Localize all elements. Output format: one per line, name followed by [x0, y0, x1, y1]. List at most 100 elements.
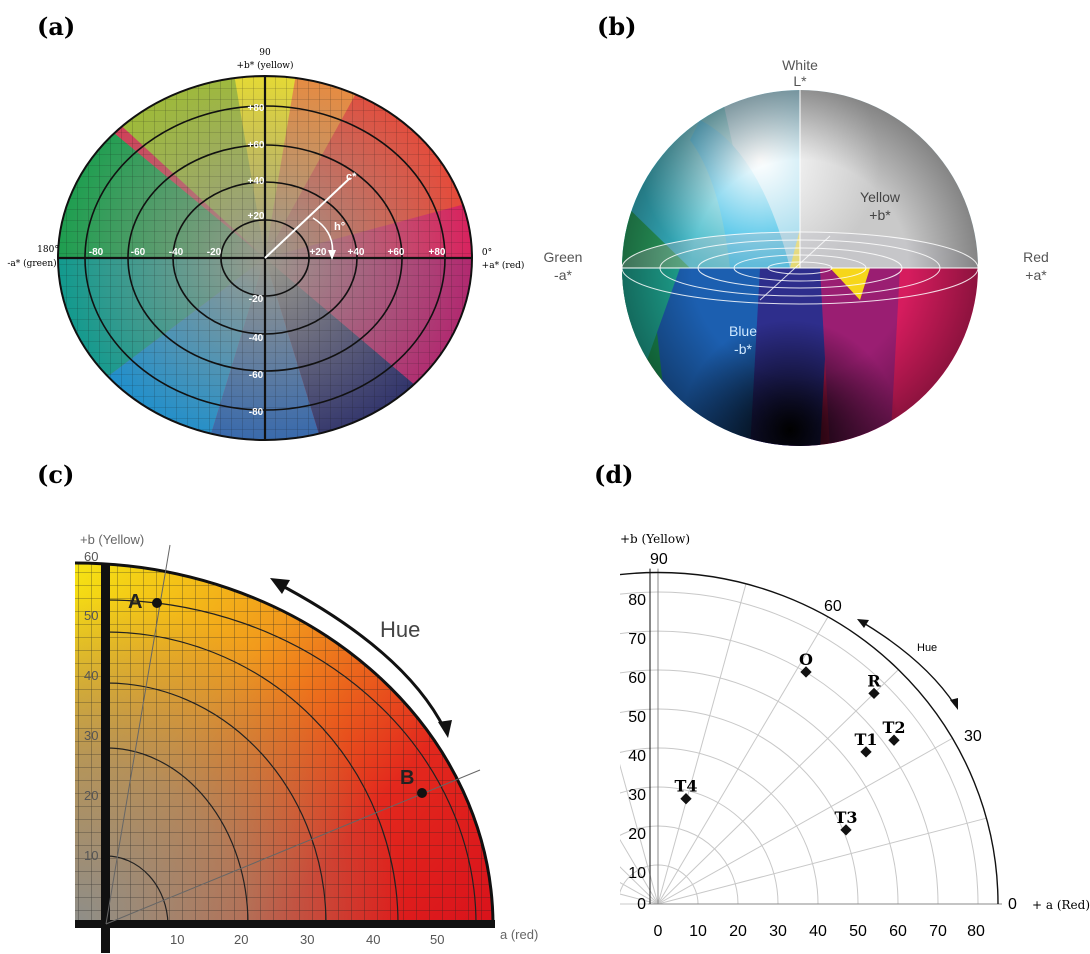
panel-d-point-label: T1 — [854, 730, 877, 749]
panel-a-a-tick: +60 — [388, 247, 405, 258]
panel-c-point-a-label: A — [128, 591, 142, 613]
panel-d-point-label: O — [799, 650, 813, 669]
panel-c-x-tick: 30 — [300, 932, 314, 947]
panel-a-b-tick: -60 — [249, 370, 264, 381]
panel-c-x-tick: 10 — [170, 932, 184, 947]
panel-a-right-label-2: +a* (red) — [482, 260, 525, 271]
panel-d-x-tick: 30 — [769, 923, 787, 940]
panel-d-point-label: T3 — [834, 808, 857, 827]
panel-c-point-b-marker — [417, 788, 427, 798]
panel-d-grid-ray — [657, 817, 987, 905]
panel-d-label: (d) — [594, 460, 634, 489]
panel-c-hue-label: Hue — [380, 617, 420, 642]
panel-b-color-sphere — [621, 88, 980, 446]
panel-b-yellow-label-2: +b* — [869, 207, 891, 223]
panel-a-a-tick: -40 — [169, 247, 184, 258]
panel-d-x-axis-label: + a (Red) — [1032, 898, 1090, 912]
panel-d-outer-arc — [620, 571, 999, 905]
panel-d-y-tick: 40 — [628, 748, 646, 765]
panel-a-h-label: h° — [334, 221, 345, 233]
panel-d-grid-ray — [620, 838, 659, 905]
panel-d-angle-0: 0 — [1008, 896, 1017, 913]
panel-d-point-marker — [888, 734, 900, 746]
panel-a-b-tick: +20 — [248, 211, 265, 222]
panel-a-b-tick: -40 — [249, 333, 264, 344]
panel-a-a-tick: +40 — [348, 247, 365, 258]
panel-d-grid-ray — [657, 616, 829, 905]
panel-d-hue-label: Hue — [917, 642, 937, 654]
panel-d-grid-ray — [657, 669, 899, 905]
panel-c-y-tick: 40 — [84, 668, 98, 683]
panel-c-y-tick: 60 — [84, 549, 98, 564]
panel-a-left-label-1: 180° — [37, 245, 59, 255]
panel-c-y-tick: 20 — [84, 788, 98, 803]
panel-d-polar-plot: O R T2 T1 T4 T3 — [620, 568, 1002, 905]
panel-a-b-tick: +80 — [248, 103, 265, 114]
panel-d-angle-60: 60 — [824, 598, 842, 615]
panel-a-a-tick: -80 — [89, 247, 104, 258]
panel-a-a-tick: +20 — [310, 247, 327, 258]
panel-d-y-tick: 30 — [628, 787, 646, 804]
panel-b-yellow-label-1: Yellow — [860, 189, 901, 205]
panel-c-x-tick: 40 — [366, 932, 380, 947]
panel-c-y-tick: 30 — [84, 728, 98, 743]
panel-d-angle-30: 30 — [964, 728, 982, 745]
panel-a-a-tick: -20 — [207, 247, 222, 258]
panel-d-grid-ray — [657, 737, 953, 905]
panel-a-a-tick: +80 — [429, 247, 446, 258]
panel-c-point-a-marker — [152, 598, 162, 608]
panel-a-label: (a) — [37, 12, 76, 41]
panel-b-white-label-1: White — [782, 57, 818, 73]
panel-d-hue-arrowhead — [950, 698, 958, 710]
panel-a-top-label-2: +b* (yellow) — [237, 60, 294, 71]
panel-c-y-tick: 10 — [84, 848, 98, 863]
panel-a-b-tick: -20 — [249, 294, 264, 305]
panel-b-label: (b) — [597, 12, 637, 41]
panel-b-blue-label-2: -b* — [734, 341, 752, 357]
panel-a-b-tick: +60 — [248, 140, 265, 151]
panel-d-y-axis-label: +b (Yellow) — [620, 532, 690, 546]
panel-c-x-tick: 50 — [430, 932, 444, 947]
panel-c-y-axis-label: +b (Yellow) — [80, 532, 144, 547]
panel-d-point-marker — [868, 687, 880, 700]
panel-d-x-tick: 80 — [967, 923, 985, 940]
panel-d-y-tick: 0 — [637, 896, 646, 913]
panel-d-hue-arrow — [861, 621, 956, 706]
panel-b-red-label-2: +a* — [1025, 267, 1047, 283]
panel-d-x-tick: 10 — [689, 923, 707, 940]
panel-c-x-axis-label: a (red) — [500, 927, 538, 942]
panel-b-red-label-1: Red — [1023, 249, 1049, 265]
panel-d-x-tick: 20 — [729, 923, 747, 940]
panel-d-x-tick: 0 — [654, 923, 663, 940]
panel-a-right-label-1: 0° — [482, 248, 492, 258]
panel-d-hue-arrowhead — [857, 619, 869, 628]
panel-c-y-tick: 50 — [84, 608, 98, 623]
panel-b-white-label-2: L* — [793, 73, 807, 89]
panel-a-b-tick: +40 — [248, 176, 265, 187]
panel-d-grid-ray — [620, 763, 659, 905]
panel-d-y-tick: 60 — [628, 670, 646, 687]
panel-d-y-tick: 50 — [628, 709, 646, 726]
panel-a-b-tick: -80 — [249, 407, 264, 418]
panel-d-y-tick: 20 — [628, 826, 646, 843]
panel-b-green-label-2: -a* — [554, 267, 572, 283]
panel-d-point-marker — [680, 793, 692, 805]
panel-d-point-marker — [860, 746, 872, 758]
panel-d-point-marker — [800, 666, 812, 678]
panel-d-y-tick: 80 — [628, 592, 646, 609]
panel-a-top-label-1: 90 — [259, 48, 271, 58]
panel-a-c-label: c* — [346, 171, 357, 183]
panel-d-x-tick: 60 — [889, 923, 907, 940]
panel-a-a-tick: -60 — [131, 247, 146, 258]
panel-d-y-tick: 70 — [628, 631, 646, 648]
panel-d-x-tick: 70 — [929, 923, 947, 940]
panel-d-point-label: T4 — [674, 777, 697, 796]
panel-d-angle-90: 90 — [650, 551, 668, 568]
panel-d-x-tick: 40 — [809, 923, 827, 940]
panel-c-point-b-label: B — [400, 767, 414, 789]
panel-d-grid-ray — [657, 583, 747, 905]
panel-b-blue-label-1: Blue — [729, 323, 757, 339]
panel-d-x-tick: 50 — [849, 923, 867, 940]
panel-a-left-label-2: -a* (green) — [7, 258, 56, 269]
